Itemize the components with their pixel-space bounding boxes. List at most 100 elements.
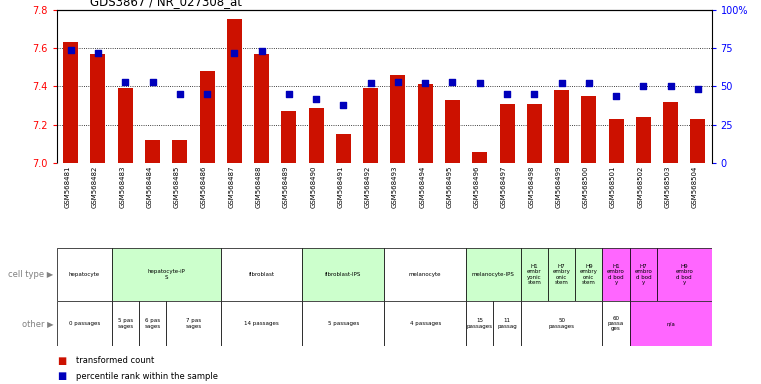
Bar (139, 301, 166, 346)
Bar (303, 248, 384, 301)
Point (310, 96, 322, 102)
Bar (303, 301, 384, 346)
Text: GSM568483: GSM568483 (119, 166, 126, 208)
Text: GSM568492: GSM568492 (365, 166, 371, 208)
Bar (57, 248, 112, 301)
Bar (384, 301, 466, 346)
Bar (521, 301, 603, 346)
Text: GSM568488: GSM568488 (256, 166, 262, 208)
Text: GSM568500: GSM568500 (583, 166, 589, 208)
Bar (418, 84, 433, 163)
Bar (145, 140, 160, 163)
Bar (166, 301, 221, 346)
Text: H9
embro
d bod
y: H9 embro d bod y (675, 264, 693, 285)
Point (692, 86, 704, 93)
Text: cell type ▶: cell type ▶ (8, 270, 53, 279)
Bar (118, 88, 132, 163)
Bar (581, 96, 597, 163)
Text: H1
embr
yonic
stem: H1 embr yonic stem (527, 264, 542, 285)
Bar (527, 104, 542, 163)
Text: GSM568486: GSM568486 (201, 166, 207, 208)
Text: 5 pas
sages: 5 pas sages (117, 318, 133, 329)
Text: H1
embro
d bod
y: H1 embro d bod y (607, 264, 625, 285)
Text: GSM568490: GSM568490 (310, 166, 316, 208)
Point (501, 91, 513, 97)
Bar (309, 108, 323, 163)
Text: melanocyte: melanocyte (409, 272, 441, 277)
Text: percentile rank within the sample: percentile rank within the sample (76, 372, 218, 381)
Bar (63, 42, 78, 163)
Bar (57, 301, 112, 346)
Point (92, 50, 104, 56)
Text: 60
passa
ges: 60 passa ges (608, 316, 624, 331)
Text: ■: ■ (57, 356, 66, 366)
Bar (221, 301, 303, 346)
Point (637, 83, 649, 89)
Text: melanocyte-IPS: melanocyte-IPS (472, 272, 515, 277)
Text: GSM568499: GSM568499 (556, 166, 562, 208)
Bar (548, 248, 575, 301)
Bar (390, 75, 406, 163)
Text: ■: ■ (57, 371, 66, 381)
Text: hepatocyte-iP
S: hepatocyte-iP S (147, 269, 185, 280)
Bar (384, 248, 466, 301)
Bar (663, 102, 678, 163)
Point (228, 50, 240, 56)
Bar (603, 301, 630, 346)
Text: GSM568482: GSM568482 (92, 166, 98, 208)
Text: GSM568489: GSM568489 (283, 166, 289, 208)
Text: 11
passag: 11 passag (497, 318, 517, 329)
Text: 0 passages: 0 passages (68, 321, 100, 326)
Point (119, 79, 132, 85)
Point (392, 79, 404, 85)
Bar (336, 134, 351, 163)
Text: fibroblast-IPS: fibroblast-IPS (325, 272, 361, 277)
Text: n/a: n/a (666, 321, 675, 326)
Text: 5 passages: 5 passages (328, 321, 359, 326)
Bar (227, 19, 242, 163)
Point (528, 91, 540, 97)
Text: 14 passages: 14 passages (244, 321, 279, 326)
Text: GSM568487: GSM568487 (228, 166, 234, 208)
Text: GSM568504: GSM568504 (692, 166, 698, 208)
Bar (112, 301, 139, 346)
Bar (636, 117, 651, 163)
Point (337, 102, 349, 108)
Point (283, 91, 295, 97)
Text: fibroblast: fibroblast (249, 272, 275, 277)
Bar (609, 119, 623, 163)
Point (419, 80, 431, 86)
Point (556, 80, 568, 86)
Bar (521, 248, 548, 301)
Bar (575, 248, 603, 301)
Text: GSM568494: GSM568494 (419, 166, 425, 208)
Text: GSM568495: GSM568495 (447, 166, 453, 208)
Bar (466, 301, 493, 346)
Bar (603, 248, 630, 301)
Text: 15
passages: 15 passages (466, 318, 492, 329)
Bar (473, 152, 487, 163)
Bar (254, 54, 269, 163)
Point (146, 79, 158, 85)
Text: GSM568502: GSM568502 (638, 166, 643, 208)
Bar (221, 248, 303, 301)
Bar (554, 90, 569, 163)
Point (447, 79, 459, 85)
Point (174, 91, 186, 97)
Text: GSM568493: GSM568493 (392, 166, 398, 208)
Text: hepatocyte: hepatocyte (68, 272, 100, 277)
Text: other ▶: other ▶ (21, 319, 53, 328)
Text: H9
embry
onic
stem: H9 embry onic stem (580, 264, 597, 285)
Point (664, 83, 677, 89)
Text: 7 pas
sages: 7 pas sages (186, 318, 202, 329)
Text: GSM568503: GSM568503 (664, 166, 670, 208)
Text: H7
embry
onic
stem: H7 embry onic stem (552, 264, 571, 285)
Bar (466, 248, 521, 301)
Bar (493, 301, 521, 346)
Text: GSM568497: GSM568497 (501, 166, 507, 208)
Text: H7
embro
d bod
y: H7 embro d bod y (635, 264, 652, 285)
Text: GSM568491: GSM568491 (337, 166, 343, 208)
Text: 50
passages: 50 passages (549, 318, 575, 329)
Text: GSM568481: GSM568481 (65, 166, 71, 208)
Bar (499, 104, 514, 163)
